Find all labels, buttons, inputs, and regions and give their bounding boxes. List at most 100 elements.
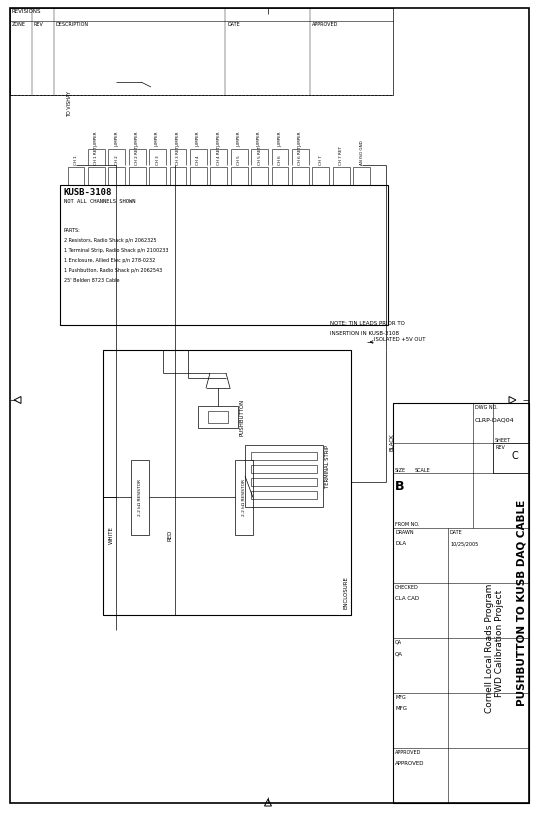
Text: ISOLATED +5V OUT: ISOLATED +5V OUT: [374, 337, 425, 342]
Bar: [68, 167, 84, 185]
Text: ZONE: ZONE: [12, 22, 26, 27]
Text: CH 7: CH 7: [319, 155, 323, 165]
Text: 1 Terminal Strip, Radio Shack p/n 2100233: 1 Terminal Strip, Radio Shack p/n 210023…: [64, 248, 169, 253]
Text: JUMPER: JUMPER: [197, 132, 200, 147]
Text: DLA: DLA: [395, 541, 406, 546]
Text: CLRP-DAQ04: CLRP-DAQ04: [475, 418, 514, 423]
Text: TO VISHAY: TO VISHAY: [68, 91, 72, 117]
Text: Cornell Local Roads Program: Cornell Local Roads Program: [484, 583, 494, 713]
Text: CHECKED: CHECKED: [395, 585, 419, 590]
Text: PARTS:: PARTS:: [64, 228, 81, 233]
Text: DESCRIPTION: DESCRIPTION: [56, 22, 89, 27]
Text: REV: REV: [34, 22, 44, 27]
Bar: [211, 167, 227, 185]
Bar: [170, 167, 186, 185]
Text: CH 1: CH 1: [74, 155, 78, 165]
Bar: [149, 167, 166, 185]
Bar: [129, 167, 146, 185]
Bar: [272, 167, 288, 185]
Bar: [313, 167, 329, 185]
Text: CH 2: CH 2: [115, 155, 119, 165]
Bar: [231, 167, 248, 185]
Bar: [60, 185, 388, 325]
Bar: [353, 167, 370, 185]
Text: APPROVED: APPROVED: [395, 750, 422, 755]
Text: REVISIONS: REVISIONS: [12, 9, 41, 14]
Text: JUMPER: JUMPER: [299, 132, 302, 147]
Text: CH 3: CH 3: [156, 155, 159, 165]
Text: JUMPER: JUMPER: [176, 132, 180, 147]
Text: JUMPER: JUMPER: [135, 132, 139, 147]
Text: CH 5 RET: CH 5 RET: [258, 146, 262, 165]
Text: DATE: DATE: [227, 22, 240, 27]
Text: ENCLOSURE: ENCLOSURE: [343, 576, 348, 609]
Text: CH 6 RET: CH 6 RET: [299, 146, 302, 165]
Text: CH 5: CH 5: [237, 155, 241, 165]
Bar: [10, 8, 393, 95]
Text: QA: QA: [395, 651, 403, 656]
Text: NOTE: TIN LEADS PRIOR TO: NOTE: TIN LEADS PRIOR TO: [330, 321, 405, 326]
Text: FWD Calibration Project: FWD Calibration Project: [495, 589, 504, 697]
Text: TERMINAL STRIP: TERMINAL STRIP: [325, 445, 330, 488]
Text: B: B: [395, 480, 404, 493]
Text: CH 4 RET: CH 4 RET: [217, 146, 221, 165]
Bar: [493, 443, 529, 473]
Text: 2 Resistors, Radio Shack p/n 2062325: 2 Resistors, Radio Shack p/n 2062325: [64, 238, 156, 243]
Text: PUSHBUTTON TO KUSB DAQ CABLE: PUSHBUTTON TO KUSB DAQ CABLE: [516, 500, 526, 706]
Text: MFG: MFG: [395, 695, 406, 700]
Text: NOT ALL CHANNELS SHOWN: NOT ALL CHANNELS SHOWN: [64, 199, 135, 204]
Bar: [208, 411, 228, 423]
Text: CH 2 RET: CH 2 RET: [135, 146, 139, 165]
Text: DATE: DATE: [450, 530, 463, 535]
Text: FROM NO.: FROM NO.: [395, 522, 419, 527]
Bar: [103, 350, 351, 615]
Text: CH 6: CH 6: [278, 155, 282, 165]
Text: REV: REV: [495, 445, 505, 450]
Text: 2.2 kΩ RESISTOR: 2.2 kΩ RESISTOR: [242, 479, 246, 516]
Text: MFG: MFG: [395, 706, 407, 711]
Text: 1 Pushbutton, Radio Shack p/n 2062543: 1 Pushbutton, Radio Shack p/n 2062543: [64, 268, 162, 273]
Text: SIZE: SIZE: [395, 468, 406, 473]
Text: RED: RED: [168, 529, 173, 541]
Text: APPROVED: APPROVED: [395, 761, 425, 766]
Text: C: C: [511, 451, 518, 461]
Bar: [292, 167, 309, 185]
Bar: [251, 478, 317, 486]
Text: INSERTION IN KUSB-3108: INSERTION IN KUSB-3108: [330, 331, 399, 336]
Text: JUMPER: JUMPER: [115, 132, 119, 147]
Text: 1 Enclosure, Allied Elec p/n 278-0232: 1 Enclosure, Allied Elec p/n 278-0232: [64, 258, 155, 263]
Bar: [235, 460, 253, 535]
Bar: [88, 167, 105, 185]
Bar: [393, 403, 529, 803]
Text: JUMPER: JUMPER: [258, 132, 262, 147]
Text: SCALE: SCALE: [415, 468, 431, 473]
Text: CH 7 RET: CH 7 RET: [339, 146, 343, 165]
Text: CH 4: CH 4: [197, 155, 200, 165]
Text: KUSB-3108: KUSB-3108: [64, 188, 112, 197]
Text: DWG NO.: DWG NO.: [475, 405, 498, 410]
Text: CLA CAD: CLA CAD: [395, 596, 419, 601]
Text: 2.2 kΩ RESISTOR: 2.2 kΩ RESISTOR: [138, 479, 142, 516]
Bar: [245, 445, 323, 507]
Text: JUMPER: JUMPER: [156, 132, 159, 147]
Bar: [251, 452, 317, 460]
Text: APPROVED: APPROVED: [312, 22, 338, 27]
Bar: [198, 406, 238, 428]
Text: 10/25/2005: 10/25/2005: [450, 541, 478, 546]
Bar: [251, 167, 268, 185]
Text: BLACK: BLACK: [389, 433, 394, 451]
Text: CH 3 RET: CH 3 RET: [176, 146, 180, 165]
Text: JUMPER: JUMPER: [95, 132, 98, 147]
Text: JUMPER: JUMPER: [237, 132, 241, 147]
Bar: [251, 491, 317, 499]
Bar: [333, 167, 350, 185]
Text: CH 1 RET: CH 1 RET: [95, 146, 98, 165]
Text: WHITE: WHITE: [109, 526, 114, 544]
Text: JUMPER: JUMPER: [217, 132, 221, 147]
Bar: [190, 167, 207, 185]
Text: 25' Belden 8723 Cable: 25' Belden 8723 Cable: [64, 278, 120, 283]
Text: QA: QA: [395, 640, 402, 645]
Bar: [251, 465, 317, 473]
Text: PUSHBUTTON: PUSHBUTTON: [240, 398, 245, 436]
Text: JUMPER: JUMPER: [278, 132, 282, 147]
